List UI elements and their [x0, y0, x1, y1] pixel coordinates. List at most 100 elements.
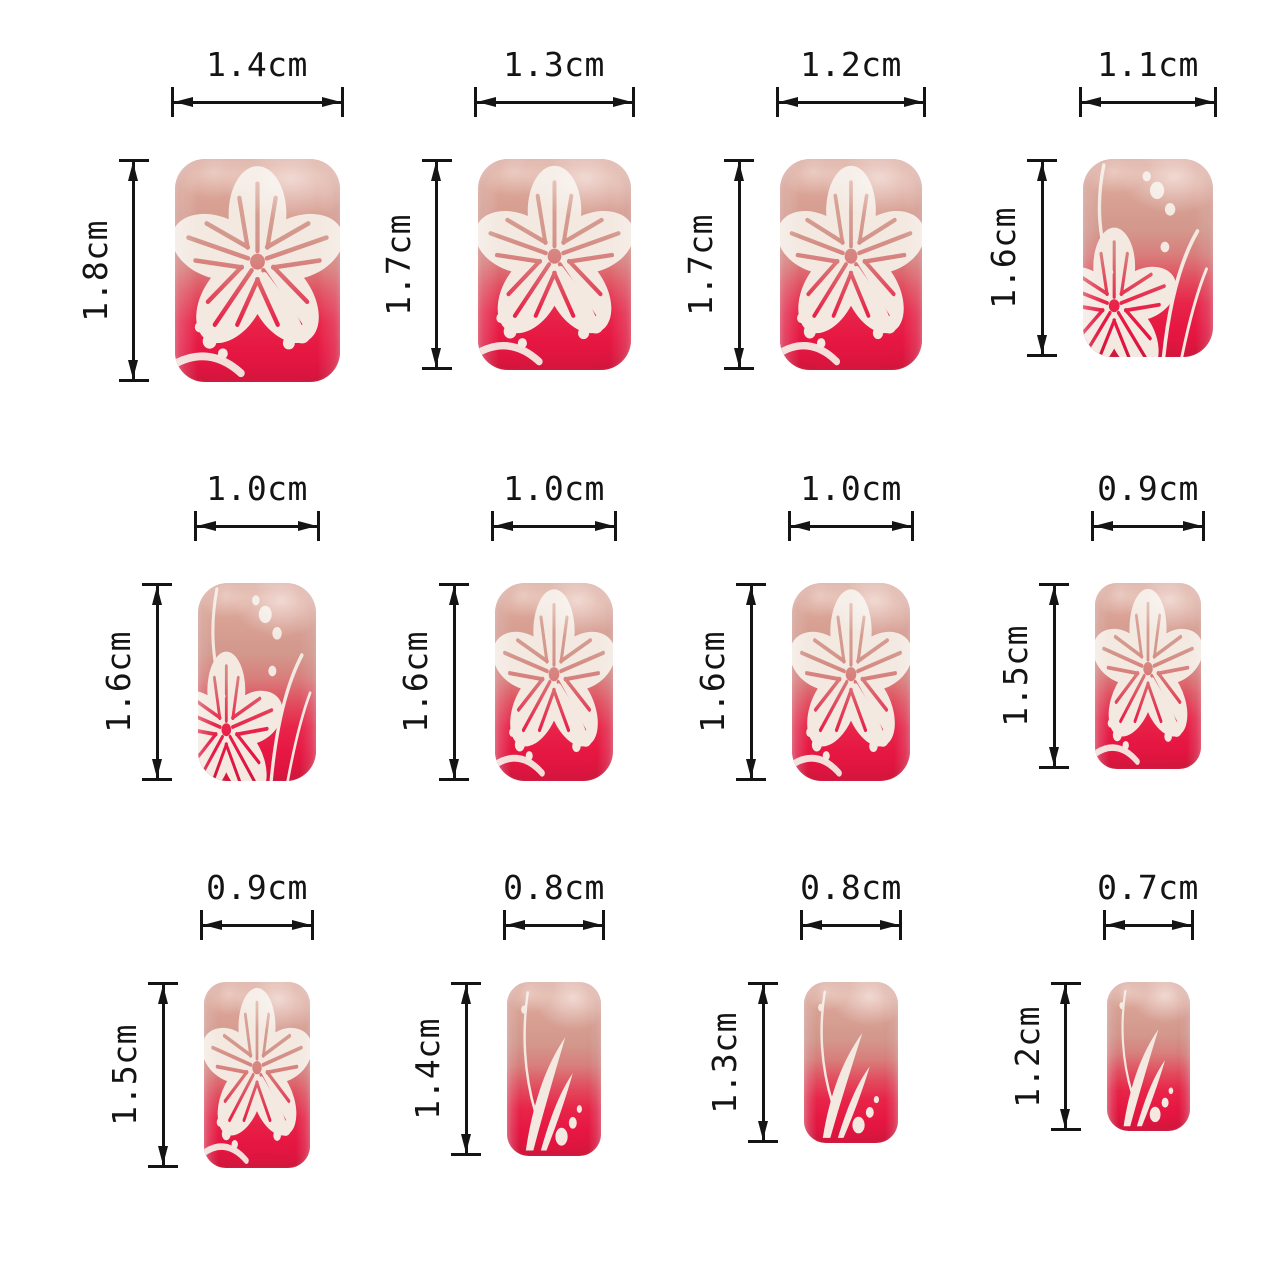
height-arrow [736, 583, 766, 781]
height-label: 1.6cm [693, 631, 732, 733]
width-arrow [1079, 87, 1217, 117]
height-label: 1.3cm [705, 1011, 744, 1114]
height-arrow [748, 982, 778, 1143]
nail-photo [804, 982, 898, 1143]
width-label: 0.8cm [800, 868, 902, 907]
height-arrow [451, 982, 481, 1156]
nail-photo [495, 583, 613, 781]
height-label: 1.4cm [408, 1018, 447, 1120]
width-dimension: 1.3cm [473, 45, 635, 117]
height-dimension: 1.7cm [671, 159, 776, 370]
width-arrow [170, 87, 344, 117]
width-label: 1.0cm [503, 469, 605, 508]
nail-size-cell: 1.0cm 1.6cm [56, 470, 353, 781]
width-dimension: 0.9cm [1091, 470, 1205, 541]
width-label: 0.9cm [1097, 469, 1199, 508]
height-dimension: 1.2cm [998, 982, 1103, 1131]
width-arrow [1102, 910, 1194, 940]
height-label: 1.6cm [396, 631, 435, 733]
nail-size-cell: 1.0cm 1.6cm [650, 470, 947, 781]
width-arrow [788, 511, 914, 541]
height-dimension: 1.6cm [89, 583, 194, 781]
width-label: 1.1cm [1097, 45, 1199, 84]
hibiscus-flower-art [204, 982, 310, 1168]
width-label: 0.9cm [206, 868, 308, 907]
height-label: 1.6cm [99, 631, 138, 733]
nail-size-cell: 1.0cm 1.6cm [353, 470, 650, 781]
height-dimension: 1.3cm [695, 982, 800, 1143]
height-label: 1.2cm [1007, 1005, 1047, 1108]
hibiscus-flower-art [478, 159, 631, 370]
width-label: 0.7cm [1097, 868, 1199, 907]
width-label: 1.0cm [800, 469, 902, 508]
grass-blades-art [1107, 982, 1190, 1131]
width-label: 0.8cm [503, 868, 605, 907]
nail-size-cell: 1.1cm 1.6cm [947, 46, 1244, 382]
grass-blades-art [507, 982, 601, 1156]
width-dimension: 0.8cm [503, 869, 605, 940]
width-dimension: 0.7cm [1097, 869, 1198, 940]
nail-photo [792, 583, 910, 781]
height-arrow [724, 159, 754, 370]
nail-size-cell: 0.7cm 1.2cm [947, 869, 1244, 1168]
hibiscus-flower-art [792, 583, 910, 781]
nail-size-cell: 0.9cm 1.5cm [56, 869, 353, 1168]
corner-flower-art [198, 583, 316, 781]
width-arrow [1091, 511, 1205, 541]
height-dimension: 1.6cm [386, 583, 491, 781]
height-arrow [439, 583, 469, 781]
hibiscus-flower-art [175, 159, 340, 382]
nail-photo [1095, 583, 1201, 769]
nail-photo [204, 982, 310, 1168]
width-arrow [194, 511, 320, 541]
width-label: 1.2cm [800, 45, 902, 84]
width-arrow [800, 910, 902, 940]
nail-size-cell: 1.2cm 1.7cm [650, 46, 947, 382]
width-dimension: 0.8cm [800, 869, 902, 940]
nail-photo [507, 982, 601, 1156]
width-arrow [776, 87, 926, 117]
width-arrow [503, 910, 605, 940]
width-arrow [200, 910, 314, 940]
nail-photo [174, 159, 340, 382]
width-arrow [491, 511, 617, 541]
height-label: 1.5cm [996, 625, 1035, 727]
height-label: 1.5cm [105, 1024, 144, 1126]
nail-size-cell: 1.4cm 1.8cm [56, 46, 353, 382]
grass-blades-art [804, 982, 898, 1143]
height-arrow [421, 159, 452, 370]
height-dimension: 1.4cm [398, 982, 503, 1156]
width-dimension: 1.0cm [788, 470, 914, 541]
nail-size-cell: 0.9cm 1.5cm [947, 470, 1244, 781]
nail-photo [1106, 982, 1190, 1131]
width-label: 1.3cm [503, 45, 605, 84]
height-arrow [1039, 583, 1069, 769]
width-dimension: 1.0cm [194, 470, 320, 541]
nail-photo [477, 159, 631, 370]
height-dimension: 1.6cm [683, 583, 788, 781]
height-dimension: 1.5cm [95, 982, 200, 1168]
corner-flower-art [1083, 159, 1213, 357]
height-arrow [142, 583, 172, 781]
height-arrow [1027, 159, 1057, 357]
width-arrow [473, 87, 635, 117]
height-label: 1.6cm [984, 207, 1023, 309]
height-arrow [118, 159, 149, 382]
width-dimension: 1.0cm [491, 470, 617, 541]
width-dimension: 1.1cm [1079, 46, 1217, 117]
hibiscus-flower-art [780, 159, 922, 370]
nail-size-cell: 1.3cm 1.7cm [353, 46, 650, 382]
width-label: 1.4cm [206, 45, 308, 84]
hibiscus-flower-art [1095, 583, 1201, 769]
height-label: 1.7cm [681, 213, 720, 316]
width-dimension: 1.2cm [776, 46, 926, 117]
width-label: 1.0cm [206, 469, 308, 508]
height-label: 1.8cm [75, 219, 115, 322]
nail-size-cell: 0.8cm 1.4cm [353, 869, 650, 1168]
width-dimension: 1.4cm [170, 45, 344, 117]
nail-photo [1083, 159, 1213, 357]
height-dimension: 1.7cm [369, 159, 474, 370]
height-dimension: 1.5cm [986, 583, 1091, 769]
nail-size-cell: 0.8cm 1.3cm [650, 869, 947, 1168]
height-label: 1.7cm [378, 213, 418, 316]
